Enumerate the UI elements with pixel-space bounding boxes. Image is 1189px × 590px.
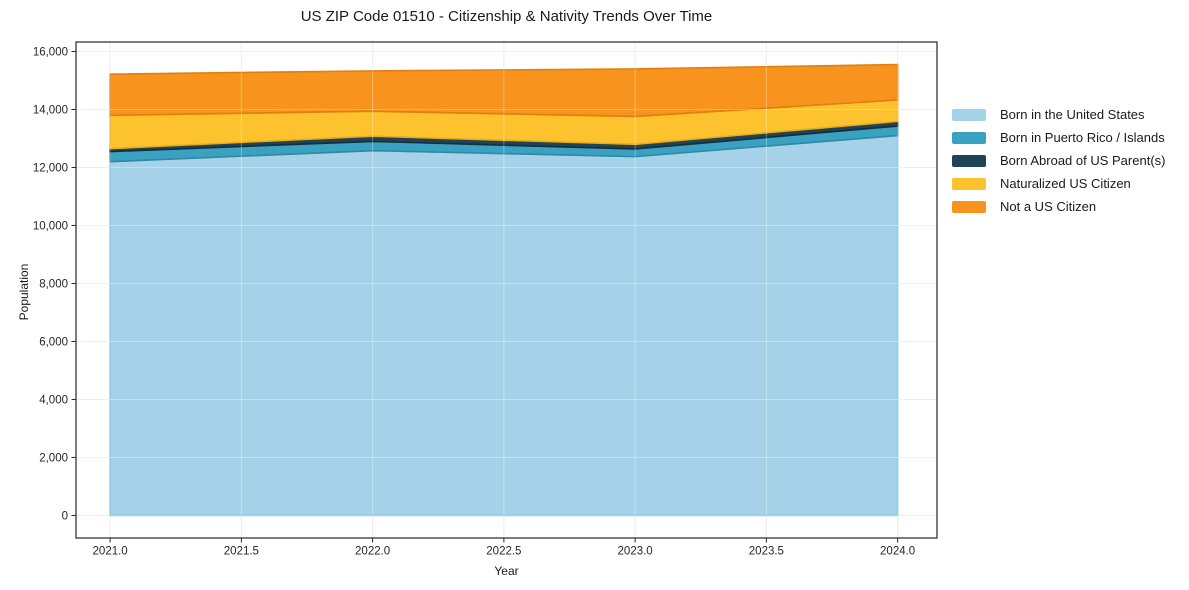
y-axis-label: Population (17, 263, 31, 321)
x-tick-label: 2022.0 (355, 546, 390, 558)
legend-label: Naturalized US Citizen (1000, 176, 1131, 191)
chart-title: US ZIP Code 01510 - Citizenship & Nativi… (300, 8, 713, 25)
x-tick-label: 2021.5 (224, 546, 259, 558)
legend-swatch-born-in-puerto-rico-islands (952, 131, 986, 144)
x-tick-label: 2021.0 (93, 546, 128, 558)
y-tick-label: 12,000 (33, 162, 68, 174)
legend-item: Born in the United States (952, 103, 1165, 126)
legend-item: Born Abroad of US Parent(s) (952, 149, 1165, 172)
legend-swatch-born-in-the-united-states (952, 108, 986, 121)
legend-swatch-naturalized-us-citizen (952, 177, 986, 190)
y-tick-label: 10,000 (33, 220, 68, 232)
x-tick-label: 2024.0 (880, 546, 915, 558)
legend-label: Born in the United States (1000, 107, 1145, 122)
x-tick-label: 2023.0 (618, 546, 653, 558)
legend-label: Born in Puerto Rico / Islands (1000, 130, 1165, 145)
x-tick-label: 2022.5 (486, 546, 521, 558)
y-tick-label: 0 (62, 510, 68, 522)
y-tick-label: 14,000 (33, 104, 68, 116)
area-not-a-us-citizen (109, 63, 899, 118)
legend-item: Born in Puerto Rico / Islands (952, 126, 1165, 149)
y-tick-label: 2,000 (39, 452, 68, 464)
legend-swatch-not-a-us-citizen (952, 200, 986, 213)
stacked-areas (109, 63, 899, 517)
y-tick-label: 8,000 (39, 278, 68, 290)
y-tick-label: 6,000 (39, 336, 68, 348)
legend-label: Not a US Citizen (1000, 199, 1097, 214)
legend-item: Naturalized US Citizen (952, 172, 1165, 195)
legend-label: Born Abroad of US Parent(s) (1000, 153, 1166, 168)
gridlines-over (76, 42, 937, 538)
legend-swatch-born-abroad-of-us-parents (952, 154, 986, 167)
y-tick-label: 4,000 (39, 394, 68, 406)
x-axis-label: Year (494, 564, 519, 578)
legend: Born in the United States Born in Puerto… (952, 103, 1165, 218)
x-tick-label: 2023.5 (749, 546, 784, 558)
plot-border (75, 41, 938, 539)
axis-ticks: 2021.0 2021.5 2022.0 2022.5 2023.0 2023.5 2024… (33, 46, 915, 557)
y-tick-label: 16,000 (33, 46, 68, 58)
legend-item: Not a US Citizen (952, 195, 1165, 218)
